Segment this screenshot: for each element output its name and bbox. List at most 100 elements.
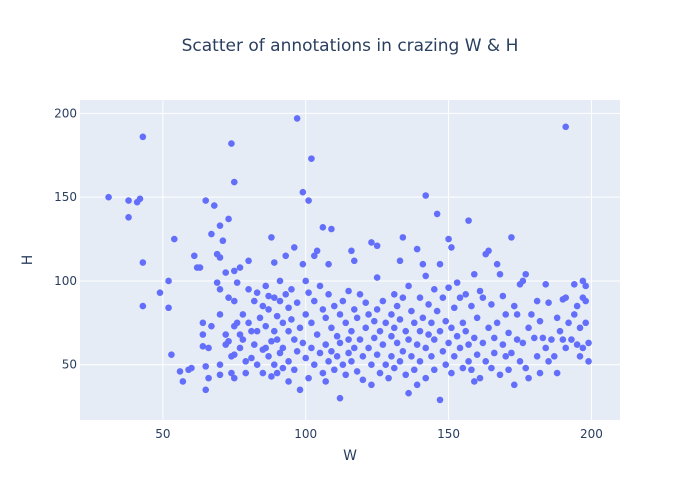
data-point[interactable] <box>445 235 452 243</box>
data-point[interactable] <box>299 339 307 347</box>
data-point[interactable] <box>373 274 381 281</box>
data-point[interactable] <box>496 270 504 278</box>
data-point[interactable] <box>536 369 544 377</box>
data-point[interactable] <box>528 311 535 318</box>
data-point[interactable] <box>482 358 490 365</box>
data-point[interactable] <box>328 348 335 355</box>
data-point[interactable] <box>293 348 301 355</box>
data-point[interactable] <box>436 396 444 404</box>
data-point[interactable] <box>302 311 310 318</box>
data-point[interactable] <box>496 371 504 379</box>
data-point[interactable] <box>236 331 244 338</box>
data-point[interactable] <box>413 341 421 348</box>
data-point[interactable] <box>325 291 332 298</box>
data-point[interactable] <box>493 260 501 268</box>
data-point[interactable] <box>579 277 587 285</box>
data-point[interactable] <box>322 378 330 385</box>
data-point[interactable] <box>488 364 495 372</box>
data-point[interactable] <box>448 369 455 377</box>
data-point[interactable] <box>459 364 467 372</box>
data-point[interactable] <box>230 267 238 275</box>
data-point[interactable] <box>510 302 518 310</box>
data-point[interactable] <box>296 386 304 394</box>
data-point[interactable] <box>388 311 395 318</box>
data-point[interactable] <box>350 257 358 265</box>
data-point[interactable] <box>519 277 527 285</box>
data-point[interactable] <box>396 257 404 265</box>
data-point[interactable] <box>405 336 412 343</box>
data-point[interactable] <box>416 358 424 365</box>
data-point[interactable] <box>208 322 215 330</box>
data-point[interactable] <box>533 353 541 360</box>
data-point[interactable] <box>225 215 232 223</box>
data-point[interactable] <box>350 306 358 313</box>
data-point[interactable] <box>299 260 307 268</box>
data-point[interactable] <box>502 353 510 360</box>
data-point[interactable] <box>545 358 552 365</box>
data-point[interactable] <box>196 264 204 271</box>
data-point[interactable] <box>419 314 427 322</box>
data-point[interactable] <box>250 341 258 348</box>
data-point[interactable] <box>268 234 275 241</box>
data-point[interactable] <box>556 327 564 335</box>
data-point[interactable] <box>573 302 581 310</box>
data-point[interactable] <box>199 319 207 327</box>
data-point[interactable] <box>470 378 478 385</box>
data-point[interactable] <box>373 306 381 313</box>
data-point[interactable] <box>448 324 455 332</box>
data-point[interactable] <box>393 302 401 310</box>
data-point[interactable] <box>239 336 247 343</box>
data-point[interactable] <box>439 294 447 301</box>
data-point[interactable] <box>390 364 398 372</box>
data-point[interactable] <box>290 336 298 343</box>
data-point[interactable] <box>430 336 438 343</box>
data-point[interactable] <box>362 299 370 307</box>
data-point[interactable] <box>445 284 452 291</box>
data-point[interactable] <box>322 341 330 348</box>
data-point[interactable] <box>525 374 532 382</box>
data-point[interactable] <box>210 202 218 209</box>
data-point[interactable] <box>282 291 290 298</box>
data-point[interactable] <box>188 364 195 372</box>
data-point[interactable] <box>205 344 212 352</box>
data-point[interactable] <box>513 336 521 343</box>
data-point[interactable] <box>508 349 515 357</box>
data-point[interactable] <box>322 314 330 322</box>
data-point[interactable] <box>542 344 550 352</box>
data-point[interactable] <box>262 282 270 290</box>
data-point[interactable] <box>368 239 375 246</box>
data-point[interactable] <box>259 369 267 377</box>
data-point[interactable] <box>336 339 344 347</box>
data-point[interactable] <box>445 339 452 347</box>
data-point[interactable] <box>485 247 492 255</box>
data-point[interactable] <box>476 287 484 295</box>
data-point[interactable] <box>516 358 524 365</box>
data-point[interactable] <box>373 242 381 250</box>
data-point[interactable] <box>245 286 252 293</box>
data-point[interactable] <box>450 353 458 360</box>
data-point[interactable] <box>505 329 512 337</box>
data-point[interactable] <box>342 371 350 379</box>
data-point[interactable] <box>402 327 410 335</box>
data-point[interactable] <box>319 369 327 377</box>
data-point[interactable] <box>202 197 210 204</box>
data-point[interactable] <box>228 369 235 377</box>
data-point[interactable] <box>570 280 578 288</box>
data-point[interactable] <box>430 286 438 293</box>
data-point[interactable] <box>339 361 347 369</box>
data-point[interactable] <box>313 247 321 255</box>
data-point[interactable] <box>368 381 375 389</box>
data-point[interactable] <box>453 279 461 286</box>
data-point[interactable] <box>316 282 324 290</box>
data-point[interactable] <box>582 282 590 290</box>
data-point[interactable] <box>165 304 172 312</box>
data-point[interactable] <box>530 334 538 342</box>
data-point[interactable] <box>248 327 255 335</box>
data-point[interactable] <box>345 349 352 357</box>
data-point[interactable] <box>176 368 184 375</box>
data-point[interactable] <box>293 299 301 307</box>
data-point[interactable] <box>553 369 561 377</box>
data-point[interactable] <box>245 319 252 327</box>
data-point[interactable] <box>393 339 401 347</box>
data-point[interactable] <box>456 344 464 352</box>
